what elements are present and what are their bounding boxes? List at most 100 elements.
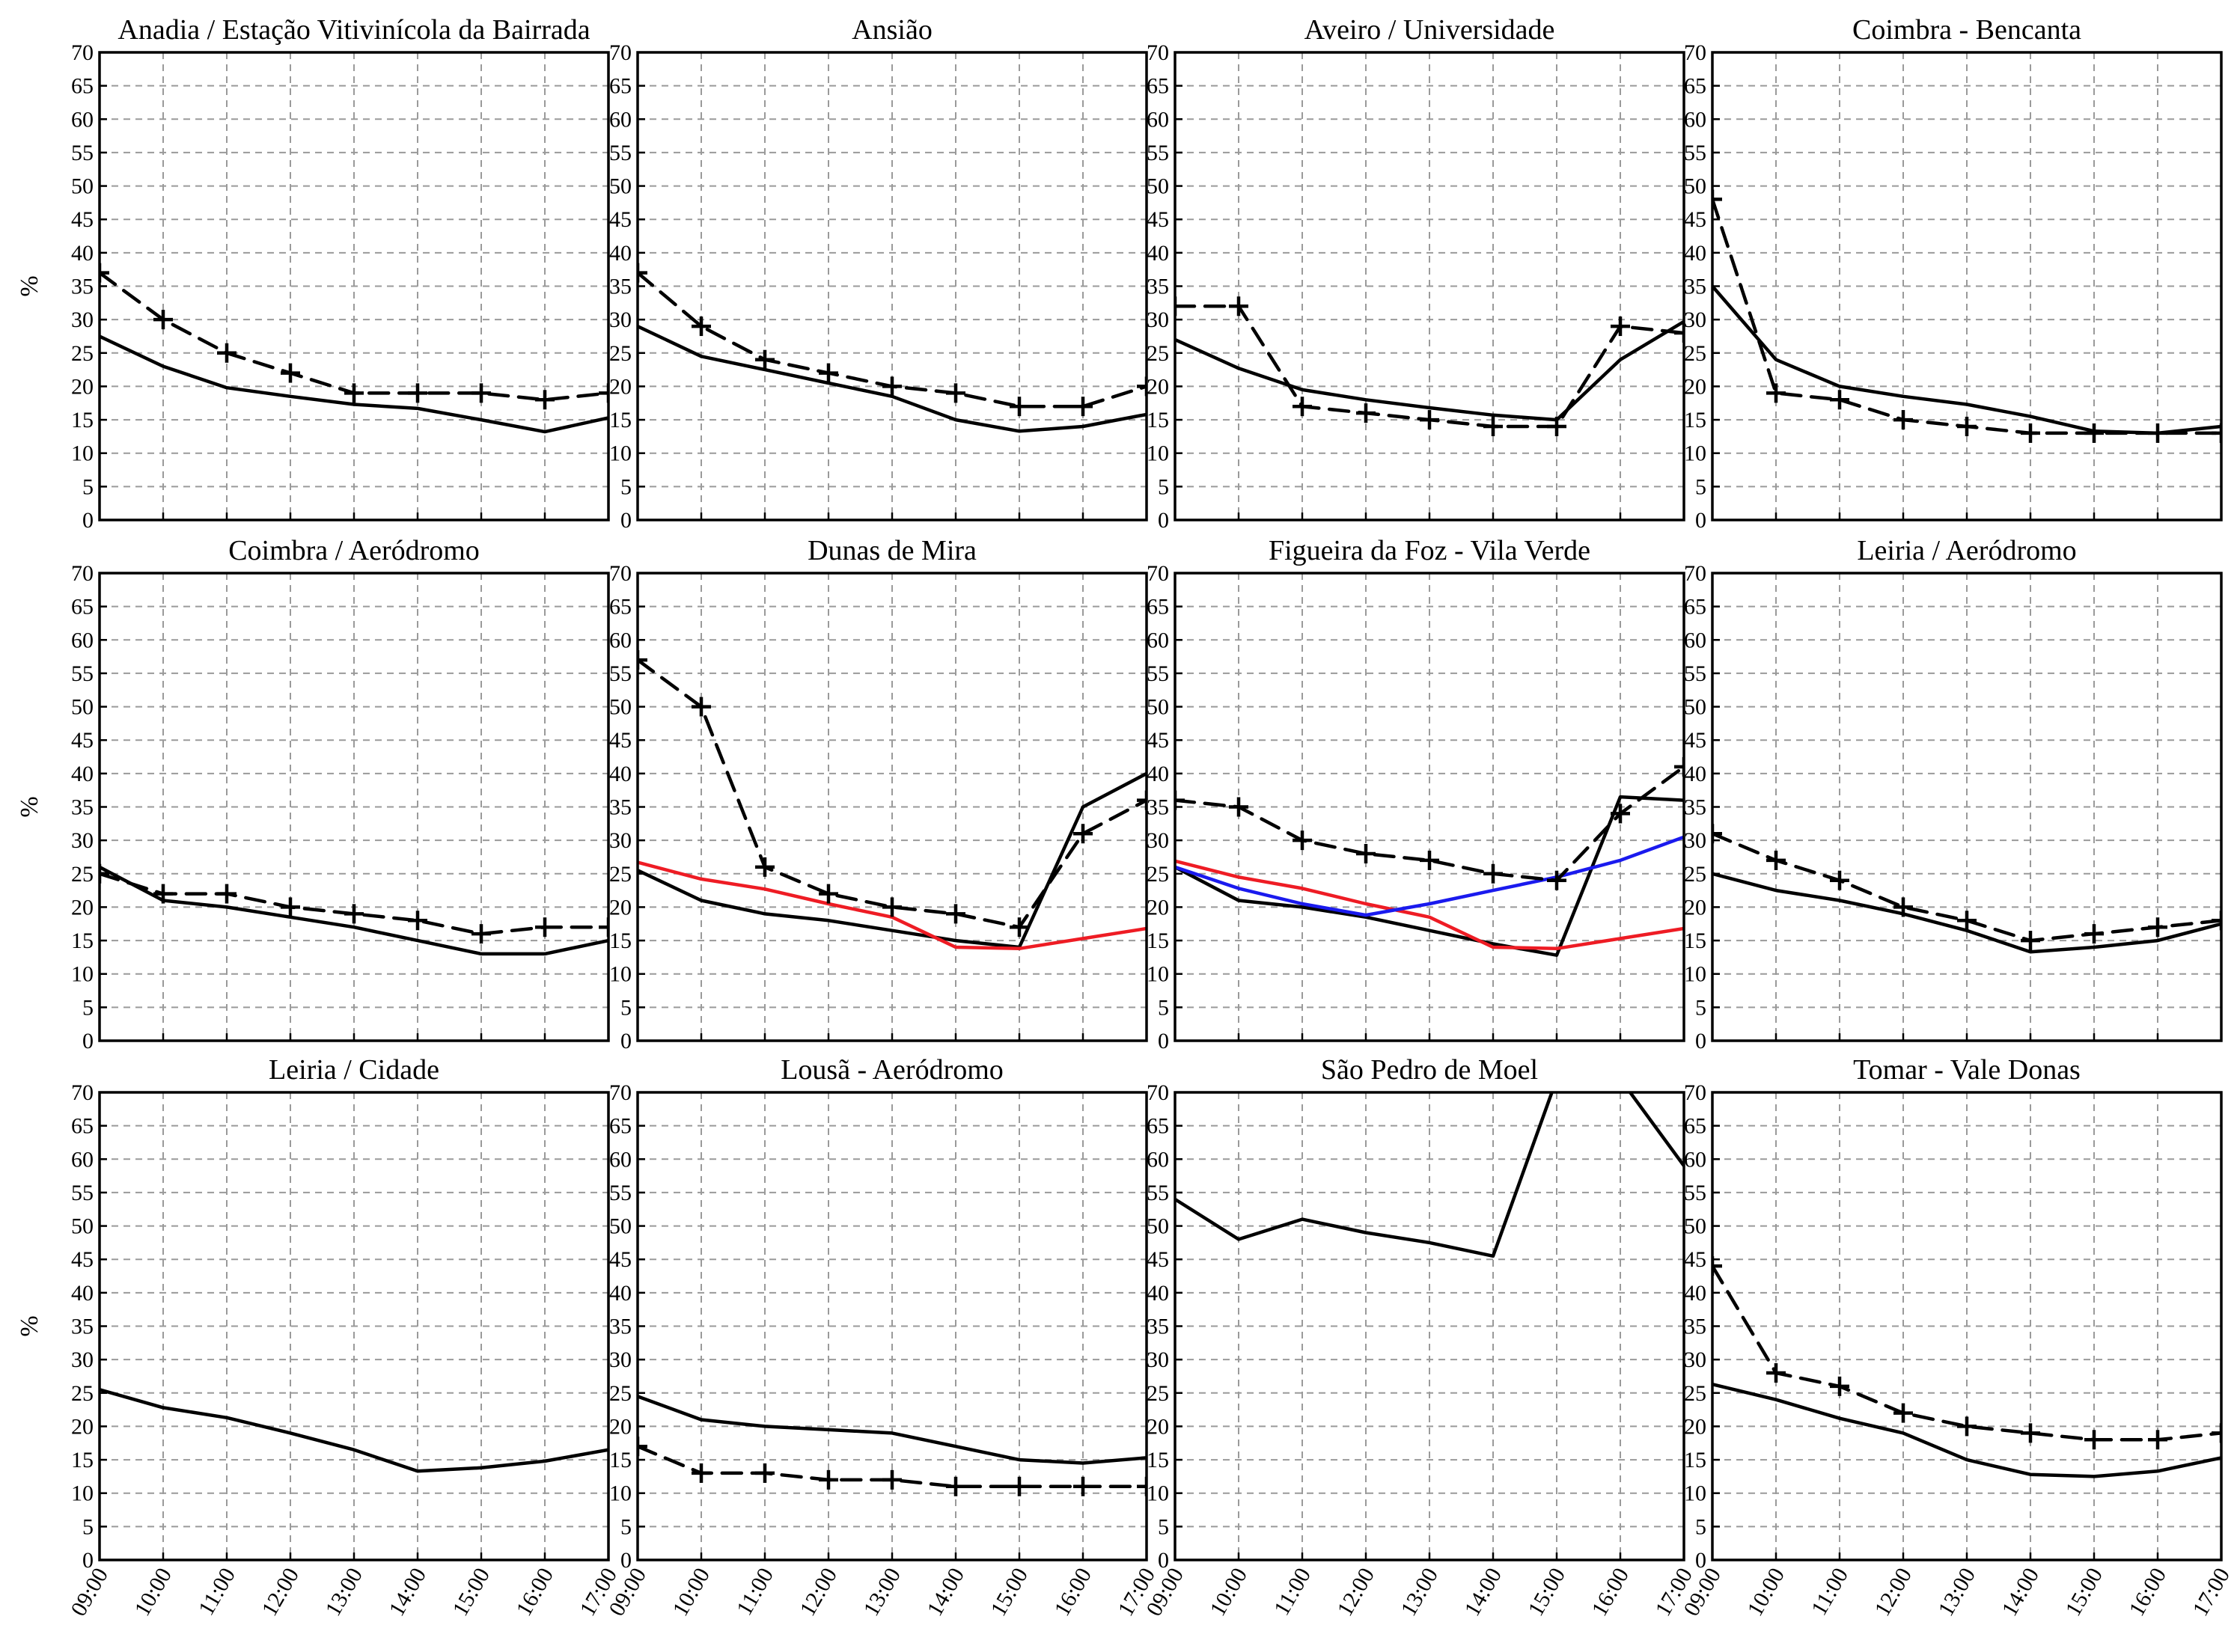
y-tick-label: 60 [1147, 107, 1169, 132]
y-tick-label: 65 [71, 1114, 94, 1139]
y-tick-label: 5 [620, 474, 632, 499]
y-tick-label: 5 [1158, 474, 1169, 499]
y-tick-label: 40 [71, 762, 94, 786]
data-point-plus [599, 383, 608, 403]
data-point-plus [1010, 917, 1029, 937]
panel-title: Lousã - Aeródromo [781, 1054, 1004, 1086]
x-tick-label: 12:00 [795, 1564, 842, 1621]
data-point-plus [1674, 756, 1684, 777]
y-tick-label: 35 [71, 275, 94, 299]
y-tick-label: 55 [1684, 661, 1706, 686]
data-point-plus [2021, 1423, 2040, 1443]
y-tick-label: 45 [1147, 728, 1169, 753]
data-point-plus [2212, 911, 2221, 931]
data-point-plus [1766, 1363, 1786, 1383]
series-line-solid [1175, 319, 1684, 422]
y-tick-label: 20 [71, 374, 94, 399]
y-tick-label: 20 [1684, 895, 1706, 920]
x-tick-label: 10:00 [1205, 1564, 1252, 1621]
y-tick-label: 45 [609, 207, 632, 232]
y-tick-label: 65 [1147, 595, 1169, 620]
panel-title: Figueira da Foz - Vila Verde [1269, 535, 1590, 566]
y-tick-label: 10 [1147, 1481, 1169, 1506]
y-tick-label: 55 [609, 1181, 632, 1205]
y-tick-label: 45 [1147, 207, 1169, 232]
y-tick-label: 60 [1684, 628, 1706, 652]
panel-title: Anadia / Estação Vitivinícola da Bairrad… [118, 14, 590, 46]
x-tick-label: 12:00 [257, 1564, 304, 1621]
data-point-plus [344, 383, 364, 403]
data-point-plus [1830, 870, 1849, 890]
y-tick-label: 10 [71, 962, 94, 987]
x-tick-label: 14:00 [1997, 1564, 2044, 1621]
data-point-plus [882, 376, 902, 397]
y-tick-label: 20 [1684, 374, 1706, 399]
data-point-plus [1830, 1376, 1849, 1396]
y-tick-label: 40 [609, 762, 632, 786]
series-line-solid [1712, 1382, 2221, 1478]
panel-2: 0 5 10 15 20 25 30 35 40 45 50 55 60 65 70 Ansião [609, 14, 1148, 533]
series-group [638, 1395, 1147, 1496]
y-tick-label: 5 [82, 995, 94, 1020]
y-tick-label: 45 [71, 207, 94, 232]
y-tick-label: 35 [1684, 795, 1706, 820]
panel-frame [1711, 51, 2223, 521]
y-tick-label: 10 [609, 962, 632, 987]
y-tick-label: 60 [71, 628, 94, 652]
y-tick-label: 15 [609, 408, 632, 432]
grid [100, 52, 608, 520]
y-tick-label: 35 [1684, 1315, 1706, 1339]
x-tick-label: 16:00 [511, 1564, 558, 1621]
y-tick-label: 10 [71, 1481, 94, 1506]
y-tick-label: 20 [71, 895, 94, 920]
y-tick-label: 35 [1147, 795, 1169, 820]
series-line-dashed [1712, 1264, 2221, 1442]
series-group [1175, 1092, 1684, 1258]
y-tick-label: 60 [1147, 628, 1169, 652]
data-point-plus [2084, 924, 2104, 944]
data-point-plus [153, 884, 173, 904]
y-tick-label: 35 [609, 795, 632, 820]
series-group [638, 263, 1147, 433]
y-tick-label: 50 [1147, 174, 1169, 199]
y-tick-label: 25 [71, 1381, 94, 1406]
data-point-plus [1073, 824, 1093, 844]
series-line-solid [1712, 872, 2221, 954]
series-line-solid [100, 865, 608, 956]
y-tick-label: 25 [1684, 862, 1706, 887]
data-point-plus [638, 263, 647, 283]
x-tick-label: 11:00 [1269, 1564, 1316, 1620]
y-tick-label: 30 [609, 828, 632, 853]
y-tick-label: 5 [1695, 1514, 1706, 1539]
y-tick-label: 5 [620, 995, 632, 1020]
y-tick-label: 70 [1147, 1080, 1169, 1105]
grid [1712, 573, 2221, 1041]
y-tick-label: 30 [1147, 1347, 1169, 1372]
series-line-dashed [638, 658, 1147, 929]
y-tick-label: 55 [1147, 1181, 1169, 1205]
panel-frame [636, 51, 1148, 521]
data-point-plus [1175, 790, 1185, 810]
y-tick-label: 40 [1147, 1281, 1169, 1306]
x-tick-label: 13:00 [1396, 1564, 1443, 1621]
grid [100, 1092, 608, 1560]
data-point-plus [1766, 850, 1786, 870]
y-tick-label: 15 [1684, 1448, 1706, 1472]
panel-frame [1711, 572, 2223, 1042]
y-tick-label: 60 [1147, 1147, 1169, 1172]
y-tick-label: 0 [82, 1548, 94, 1573]
panel-7: 0 5 10 15 20 25 30 35 40 45 50 55 60 65 70 Figueira da … [1147, 535, 1685, 1053]
data-point-plus [1483, 863, 1503, 884]
panel-4: 0 5 10 15 20 25 30 35 40 45 50 55 60 65 70 Coimbra - Be… [1684, 14, 2223, 533]
series-line-dashed [1175, 765, 1684, 882]
y-tick-label: 35 [609, 1315, 632, 1339]
y-tick-label: 50 [609, 174, 632, 199]
y-tick-label: 50 [1684, 695, 1706, 720]
y-tick-label: 25 [1684, 341, 1706, 366]
data-point-plus [1420, 410, 1439, 430]
y-tick-label: 45 [1684, 728, 1706, 753]
y-tick-label: 70 [1147, 40, 1169, 65]
y-tick-label: 35 [71, 1315, 94, 1339]
y-tick-label: 0 [1158, 508, 1169, 533]
y-tick-label: 30 [71, 1347, 94, 1372]
